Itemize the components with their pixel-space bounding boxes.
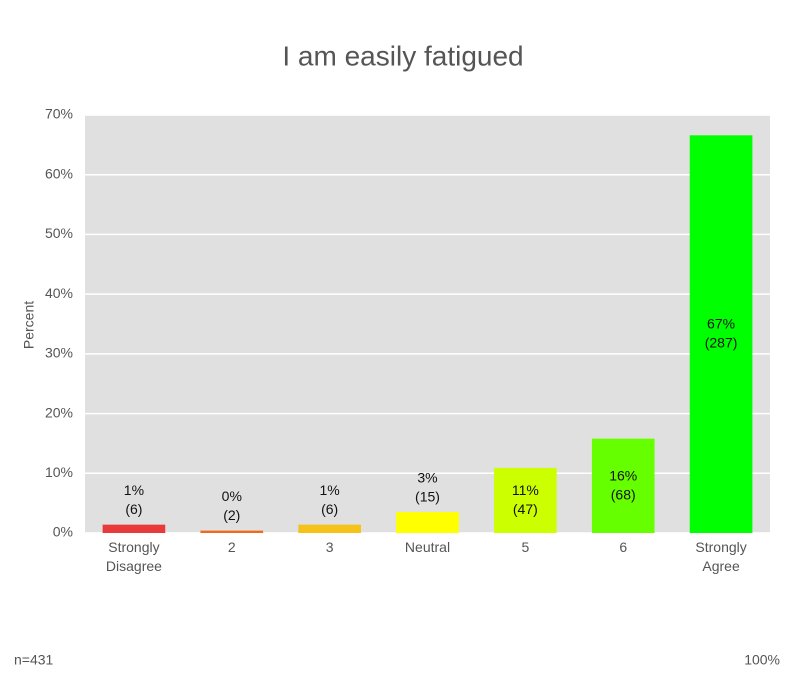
value-label: 1% (6) (124, 482, 144, 517)
y-tick-label: 0% (53, 524, 73, 540)
y-tick-label: 50% (45, 225, 73, 241)
y-tick-label: 60% (45, 165, 73, 181)
value-label: 11% (47) (512, 482, 539, 517)
value-label: 1% (6) (320, 482, 340, 517)
y-tick-label: 30% (45, 345, 73, 361)
bar (689, 135, 753, 533)
x-tick-label: Neutral (405, 539, 450, 555)
footer-left: n=431 (14, 652, 54, 668)
value-label: 0% (2) (222, 488, 242, 523)
bar (102, 524, 166, 533)
x-tick-label: 3 (326, 539, 334, 555)
y-tick-label: 10% (45, 464, 73, 480)
value-label: 67% (287) (705, 315, 738, 350)
x-tick-label: Strongly Disagree (106, 539, 162, 574)
plot-area (85, 115, 770, 533)
x-tick-label: 5 (521, 539, 529, 555)
bar (200, 530, 264, 533)
x-tick-label: 2 (228, 539, 236, 555)
footer-right: 100% (744, 652, 780, 668)
y-tick-label: 20% (45, 404, 73, 420)
value-label: 3% (15) (415, 469, 440, 504)
bar (396, 512, 459, 533)
bar (298, 524, 361, 533)
y-tick-label: 70% (45, 106, 73, 122)
x-tick-label: 6 (619, 539, 627, 555)
bar (591, 438, 655, 533)
chart-title: I am easily fatigued (282, 40, 523, 71)
y-tick-label: 40% (45, 285, 73, 301)
y-axis-label: Percent (21, 301, 37, 349)
x-tick-label: Strongly Agree (695, 539, 746, 574)
value-label: 16% (68) (609, 467, 637, 502)
bar (494, 467, 557, 533)
